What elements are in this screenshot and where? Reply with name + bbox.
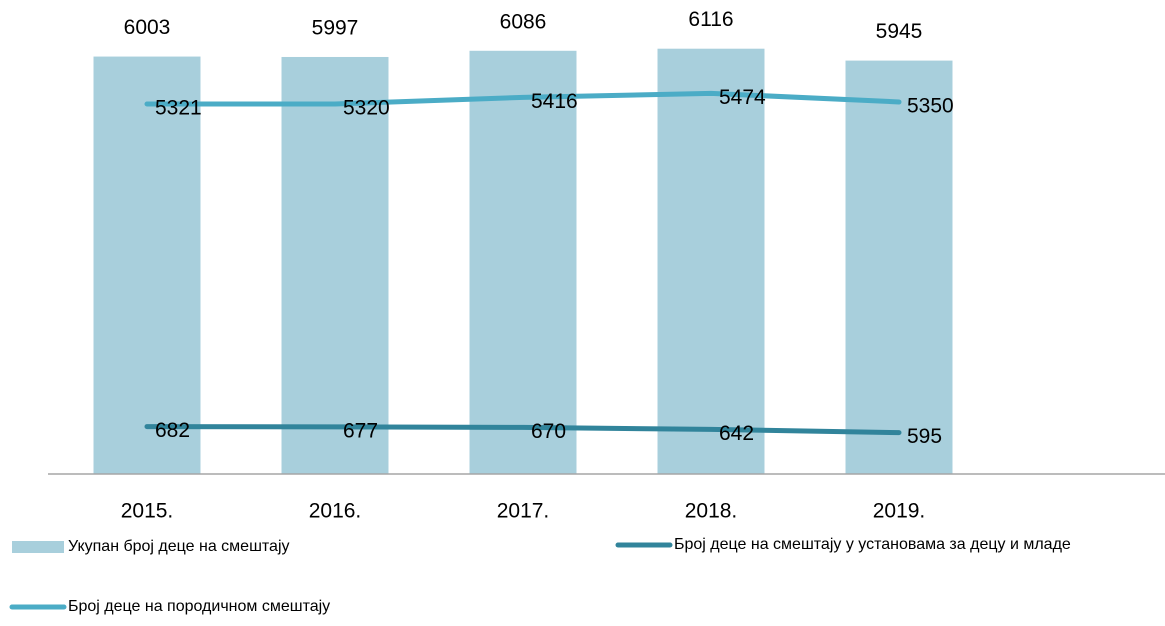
data-label: 5945 <box>876 20 923 43</box>
x-tick-label: 2016. <box>309 500 362 523</box>
x-tick-label: 2015. <box>121 500 174 523</box>
bar <box>281 56 389 474</box>
data-label: 5416 <box>531 90 578 113</box>
data-label: 5320 <box>343 97 390 120</box>
data-label: 677 <box>343 419 378 442</box>
line <box>144 90 902 107</box>
data-label: 5350 <box>907 95 954 118</box>
line <box>144 424 902 436</box>
data-label: 642 <box>719 422 754 445</box>
legend-swatch <box>12 541 64 553</box>
data-label: 5997 <box>312 17 359 40</box>
data-label: 5474 <box>719 86 766 109</box>
data-label: 6003 <box>124 16 171 39</box>
x-tick-label: 2019. <box>873 500 926 523</box>
bar <box>657 48 765 475</box>
data-label: 682 <box>155 419 190 442</box>
bar <box>93 56 201 475</box>
data-label: 6086 <box>500 10 547 33</box>
bar <box>845 60 953 475</box>
legend-label: Број деце на смештају у установама за де… <box>674 536 1071 553</box>
x-tick-label: 2017. <box>497 500 550 523</box>
data-label: 5321 <box>155 97 202 120</box>
data-label: 6116 <box>688 8 733 31</box>
legend-label: Укупан број деце на смештају <box>68 538 290 555</box>
legend-label: Број деце на породичном смештају <box>68 598 330 615</box>
data-label: 670 <box>531 420 566 443</box>
bar <box>469 50 577 475</box>
x-tick-label: 2018. <box>685 500 738 523</box>
data-label: 595 <box>907 425 942 448</box>
